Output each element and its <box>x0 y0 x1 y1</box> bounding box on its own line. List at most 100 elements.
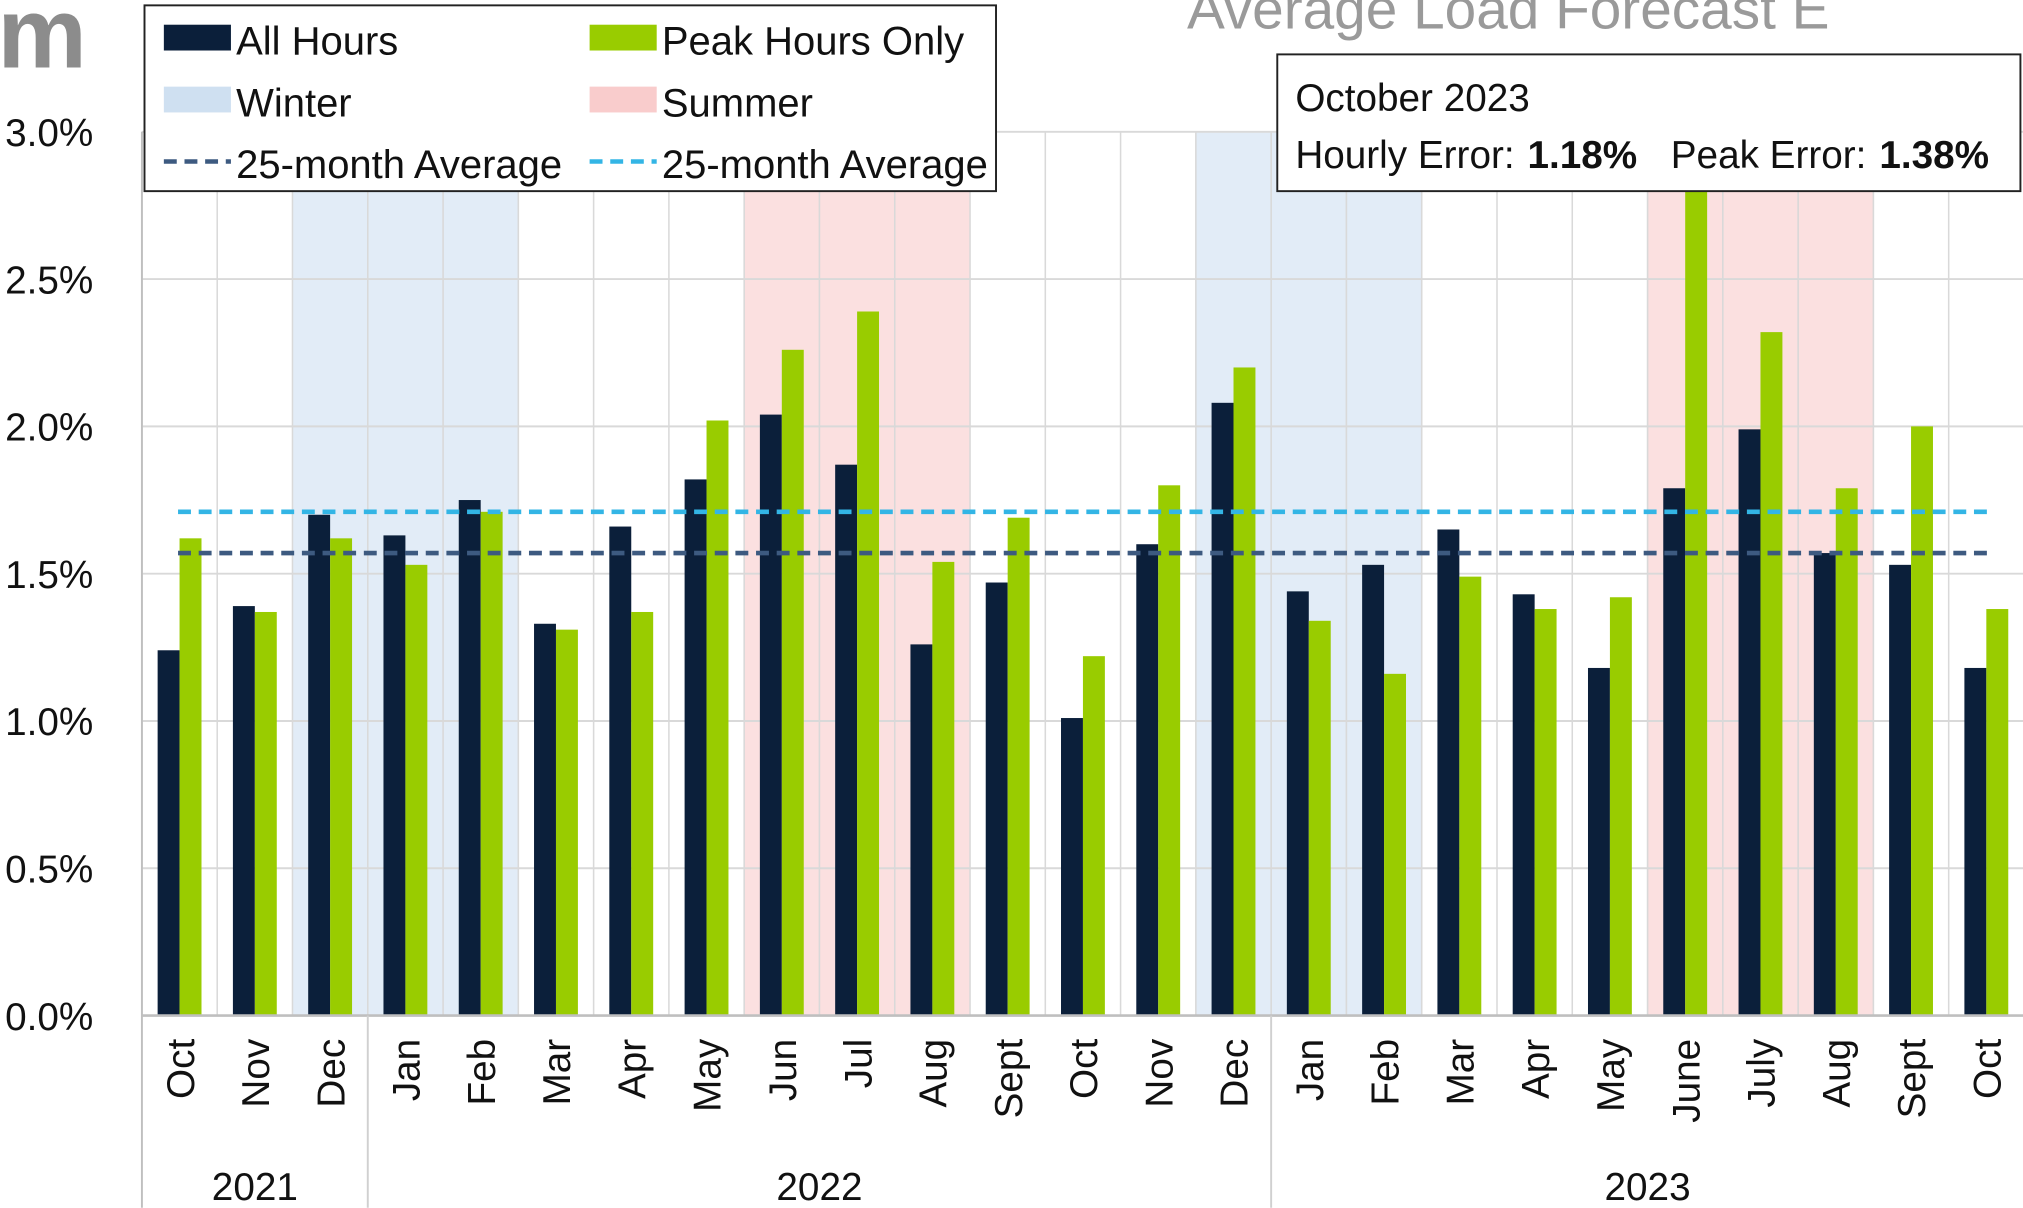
bar <box>179 538 202 1016</box>
info-label: Peak Error: <box>1671 134 1867 177</box>
bar <box>555 629 578 1016</box>
logo: m <box>0 0 87 89</box>
bar <box>985 582 1008 1016</box>
bar <box>308 514 331 1016</box>
x-tick-label: Dec <box>1214 1039 1257 1108</box>
bar <box>157 650 180 1016</box>
y-tick-label: 1.0% <box>5 701 93 744</box>
bar <box>1233 367 1256 1016</box>
bar <box>631 611 654 1016</box>
x-tick-label: Jun <box>762 1039 805 1101</box>
x-tick-label: Mar <box>536 1039 579 1106</box>
info-label: Hourly Error: <box>1295 134 1514 177</box>
bar <box>932 561 955 1016</box>
legend-label: All Hours <box>236 19 398 63</box>
bar <box>706 420 729 1016</box>
bar <box>781 349 804 1016</box>
bar <box>254 611 277 1016</box>
legend-label: Winter <box>236 81 352 125</box>
x-tick-label: June <box>1665 1039 1708 1123</box>
x-tick-label: Sept <box>988 1039 1031 1119</box>
bar <box>684 479 707 1016</box>
x-tick-label: Nov <box>1138 1038 1181 1107</box>
legend-box <box>143 4 997 193</box>
y-tick-label: 0.5% <box>5 848 93 891</box>
info-line: Hourly Error: 1.18% Peak Error: 1.38% <box>1295 134 1989 177</box>
x-tick-label: Jan <box>1289 1039 1332 1101</box>
bar <box>480 511 503 1016</box>
x-tick-label: Dec <box>310 1039 353 1108</box>
year-label: 2022 <box>776 1166 862 1208</box>
bar <box>1211 402 1234 1016</box>
x-tick-label: Sept <box>1891 1039 1934 1119</box>
bar <box>405 564 428 1016</box>
x-tick-label: July <box>1741 1038 1784 1107</box>
bar <box>1738 429 1761 1016</box>
year-label: 2023 <box>1605 1166 1691 1208</box>
x-tick-label: Oct <box>1063 1039 1106 1099</box>
x-tick-label: Jan <box>386 1039 429 1101</box>
info-heading: October 2023 <box>1295 77 1529 120</box>
x-tick-label: May <box>687 1038 730 1112</box>
legend-swatch <box>589 86 657 113</box>
chart-title: Average Load Forecast E <box>1187 0 1830 42</box>
bar <box>1384 673 1407 1016</box>
bar <box>1911 426 1933 1016</box>
bar <box>330 538 353 1016</box>
bar <box>1459 576 1482 1016</box>
y-tick-label: 3.0% <box>5 112 93 155</box>
bar <box>383 535 406 1016</box>
y-tick-label: 0.0% <box>5 996 93 1039</box>
year-label: 2021 <box>212 1166 298 1208</box>
legend-label: Peak Hours Only <box>662 19 964 63</box>
bar <box>232 606 255 1016</box>
bar <box>835 464 858 1016</box>
bar <box>609 526 632 1016</box>
bar <box>910 644 933 1016</box>
x-tick-label: May <box>1590 1038 1633 1112</box>
x-tick-label: Jul <box>837 1039 880 1088</box>
legend-label: Summer <box>662 81 813 125</box>
bar <box>1835 488 1858 1016</box>
bar <box>1082 656 1105 1016</box>
bar <box>1512 594 1535 1016</box>
bar <box>759 414 782 1016</box>
bar <box>1663 488 1686 1016</box>
bar <box>1964 667 1987 1016</box>
legend-swatch <box>163 86 231 113</box>
x-tick-label: Feb <box>461 1039 504 1106</box>
bar <box>1136 544 1159 1016</box>
bar <box>1158 485 1181 1016</box>
x-tick-label: Aug <box>913 1039 956 1108</box>
legend-swatch <box>163 24 231 51</box>
x-tick-label: Mar <box>1440 1039 1483 1106</box>
bar <box>1760 332 1783 1016</box>
bar <box>1061 718 1083 1016</box>
x-tick-label: Oct <box>160 1039 203 1099</box>
bar <box>1986 609 2009 1016</box>
bar <box>1286 591 1309 1016</box>
bar <box>1007 517 1030 1016</box>
legend-label: 25-month Average <box>662 143 988 187</box>
bar <box>1437 529 1460 1016</box>
x-tick-label: Nov <box>235 1038 278 1107</box>
bar <box>534 623 556 1016</box>
bar <box>1609 597 1632 1016</box>
bar <box>1587 667 1610 1016</box>
y-tick-label: 2.0% <box>5 407 93 450</box>
bar <box>1534 609 1557 1016</box>
info-box <box>1276 53 2022 193</box>
bar <box>1685 190 1708 1016</box>
legend-swatch <box>589 24 657 51</box>
y-tick-label: 1.5% <box>5 554 93 597</box>
x-tick-label: Feb <box>1364 1039 1407 1106</box>
y-tick-label: 2.5% <box>5 259 93 302</box>
x-tick-label: Apr <box>1515 1039 1558 1099</box>
x-tick-label: Aug <box>1816 1039 1859 1108</box>
x-tick-label: Oct <box>1967 1039 2010 1099</box>
x-tick-label: Apr <box>611 1039 654 1099</box>
legend-label: 25-month Average <box>236 143 562 187</box>
bar <box>1813 553 1836 1016</box>
bar <box>1889 564 1912 1016</box>
